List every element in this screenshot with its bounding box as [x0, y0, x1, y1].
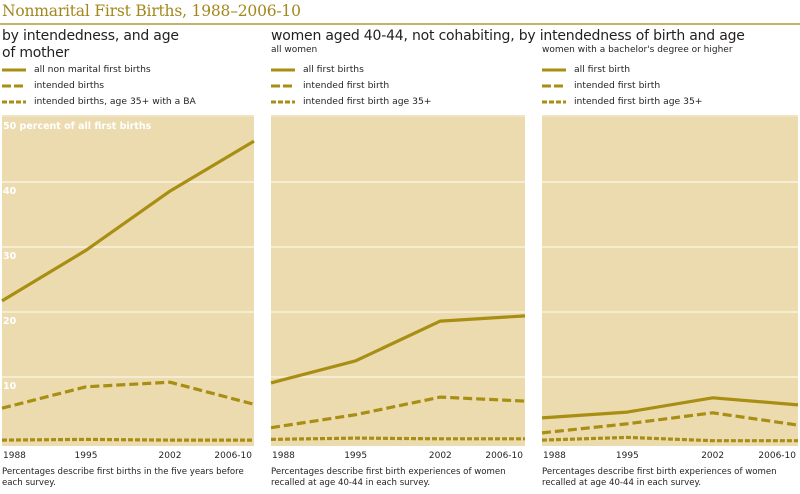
legend-label: all first birth: [574, 64, 631, 75]
panel-2-legend: all first births intended first birth in…: [271, 64, 521, 114]
x-tick-label: 2002: [429, 451, 452, 461]
panel-2-heading-main: women aged 40-44, not cohabiting, by int…: [271, 28, 745, 44]
panel-3-subheading: women with a bachelor's degree or higher: [542, 45, 733, 55]
series-line-solid: [1, 139, 255, 303]
panel-3-legend: all first birth intended first birth int…: [542, 64, 792, 114]
dashed-line-swatch-icon: [542, 84, 566, 88]
y-tick-label: 30: [3, 251, 17, 262]
series-line-dotted: [1, 437, 254, 442]
legend-label: intended births, age 35+ with a BA: [34, 96, 196, 107]
panel-2-legend-rule: [271, 115, 525, 117]
x-tick-label: 1988: [272, 451, 295, 461]
x-tick-label: 1995: [616, 451, 639, 461]
series-line-dotted: [270, 436, 525, 441]
solid-line-swatch-icon: [542, 68, 566, 72]
panel-2-subheading: all women: [271, 45, 318, 55]
legend-label: intended first birth: [574, 80, 661, 91]
x-tick-label: 2006-10: [485, 451, 523, 461]
page-title: Nonmarital First Births, 1988–2006-10: [2, 2, 301, 20]
legend-label: intended first birth age 35+: [303, 96, 432, 107]
dotted-line-swatch-icon: [271, 100, 295, 104]
x-tick-label: 1988: [543, 451, 566, 461]
panel-3-note: Percentages describe first birth experie…: [542, 467, 777, 488]
x-tick-label: 1988: [3, 451, 26, 461]
legend-label: intended first birth age 35+: [574, 96, 703, 107]
series-line-dashed: [1, 380, 255, 410]
x-tick-label: 1995: [75, 451, 98, 461]
y-tick-label: 50 percent of all first births: [3, 121, 152, 132]
dashed-line-swatch-icon: [2, 84, 26, 88]
x-tick-label: 2006-10: [758, 451, 796, 461]
legend-label: all first births: [303, 64, 364, 75]
panel-1-heading: by intendedness, and age of mother: [2, 28, 179, 62]
dashed-line-swatch-icon: [271, 84, 295, 88]
dotted-line-swatch-icon: [542, 100, 566, 104]
series-line-solid: [270, 314, 526, 385]
series-line-dotted: [541, 435, 798, 443]
legend-label: intended first birth: [303, 80, 390, 91]
dotted-line-swatch-icon: [2, 100, 26, 104]
plot-area: [271, 117, 525, 446]
x-tick-label: 2006-10: [214, 451, 252, 461]
panel-1-legend-rule: [2, 115, 254, 117]
panel-1-legend: all non marital first births intended bi…: [2, 64, 252, 114]
panel-3-legend-rule: [542, 115, 798, 117]
y-tick-label: 20: [3, 316, 17, 327]
panel-1-note: Percentages describe first births in the…: [2, 467, 244, 488]
panel-2-heading: women aged 40-44, not cohabiting, by int…: [271, 28, 745, 56]
title-rule: [0, 23, 800, 25]
x-tick-label: 1995: [344, 451, 367, 461]
legend-label: all non marital first births: [34, 64, 151, 75]
legend-label: intended births: [34, 80, 105, 91]
x-tick-label: 2002: [159, 451, 182, 461]
y-tick-label: 40: [3, 186, 17, 197]
plot-area: [542, 117, 798, 446]
solid-line-swatch-icon: [271, 68, 295, 72]
panel-1-heading-line-1: by intendedness, and age: [2, 28, 179, 44]
series-line-dashed: [270, 395, 526, 430]
plot-area: [2, 117, 254, 446]
series-line-dashed: [541, 411, 799, 435]
panel-3-heading: women with a bachelor's degree or higher: [542, 45, 733, 56]
series-line-solid: [541, 396, 799, 420]
solid-line-swatch-icon: [2, 68, 26, 72]
panel-1-heading-line-2: of mother: [2, 45, 70, 61]
panel-2-note: Percentages describe first birth experie…: [271, 467, 506, 488]
y-tick-label: 10: [3, 381, 17, 392]
x-tick-label: 2002: [701, 451, 724, 461]
